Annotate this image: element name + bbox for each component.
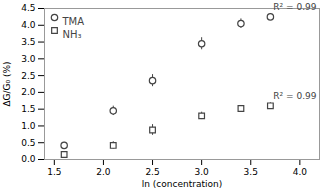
svg-text:1.0: 1.0 xyxy=(21,121,36,131)
svg-text:R² = 0.99: R² = 0.99 xyxy=(273,91,316,101)
svg-text:NH₃: NH₃ xyxy=(63,29,82,40)
svg-text:2.0: 2.0 xyxy=(96,167,111,177)
svg-text:3.5: 3.5 xyxy=(244,167,258,177)
svg-text:1.5: 1.5 xyxy=(47,167,61,177)
svg-text:1.5: 1.5 xyxy=(21,104,35,114)
svg-text:4.0: 4.0 xyxy=(21,20,36,30)
svg-text:0.5: 0.5 xyxy=(21,138,35,148)
svg-text:4.0: 4.0 xyxy=(293,167,308,177)
svg-text:2.5: 2.5 xyxy=(21,70,35,80)
svg-text:0.0: 0.0 xyxy=(21,154,36,164)
svg-text:TMA: TMA xyxy=(62,16,85,27)
svg-text:2.0: 2.0 xyxy=(21,87,36,97)
svg-text:4.5: 4.5 xyxy=(21,3,35,13)
svg-text:3.5: 3.5 xyxy=(21,37,35,47)
svg-text:3.0: 3.0 xyxy=(21,54,36,64)
svg-text:R² = 0.99: R² = 0.99 xyxy=(273,2,316,12)
svg-text:2.5: 2.5 xyxy=(145,167,159,177)
svg-text:ln (concentration): ln (concentration) xyxy=(142,179,222,189)
svg-text:ΔG/G₀ (%): ΔG/G₀ (%) xyxy=(2,61,12,106)
svg-text:3.0: 3.0 xyxy=(194,167,209,177)
